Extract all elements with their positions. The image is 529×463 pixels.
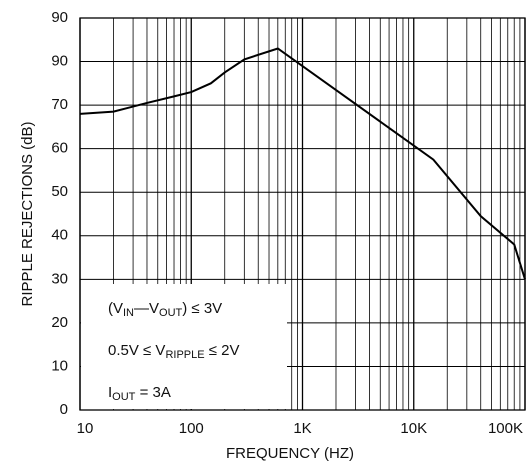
y-tick-label: 50 [51,183,68,200]
annotation-part: 0.5V ≤ V [108,342,165,359]
y-tick-label: 20 [51,314,68,331]
annotation: 0.5V ≤ VRIPPLE ≤ 2V [108,342,240,361]
annotation-part: ≤ 2V [205,342,240,359]
annotation: IOUT = 3A [108,384,171,403]
x-tick-label: 100K [488,420,523,437]
plot-frame [79,17,526,411]
annotation-part: I [108,384,112,401]
x-axis-label: FREQUENCY (HZ) [226,445,354,462]
y-tick-label: 40 [51,227,68,244]
x-tick-label: 1K [293,420,311,437]
y-tick-label: 90 [51,9,68,26]
y-tick-label: 60 [51,140,68,157]
y-tick-label: 10 [51,357,68,374]
annotation-subscript: OUT [159,307,183,319]
y-tick-label: 0 [60,401,68,418]
annotation-subscript: RIPPLE [165,349,204,361]
annotation-part: = 3A [135,384,170,401]
annotation-part: (V [108,300,123,317]
annotation-part: —V [134,300,159,317]
annotation-box [81,284,287,409]
y-axis-label: RIPPLE REJECTIONS (dB) [19,121,36,306]
annotation-part: ) ≤ 3V [182,300,222,317]
x-tick-label: 10K [400,420,427,437]
y-tick-label: 30 [51,270,68,287]
y-tick-label: 70 [51,96,68,113]
annotation-subscript: OUT [112,391,136,403]
annotation-subscript: IN [123,307,134,319]
x-tick-label: 100 [179,420,204,437]
y-tick-label: 90 [51,53,68,70]
x-tick-label: 10 [77,420,94,437]
annotation: (VIN—VOUT) ≤ 3V [108,300,222,319]
data-line [79,47,526,280]
